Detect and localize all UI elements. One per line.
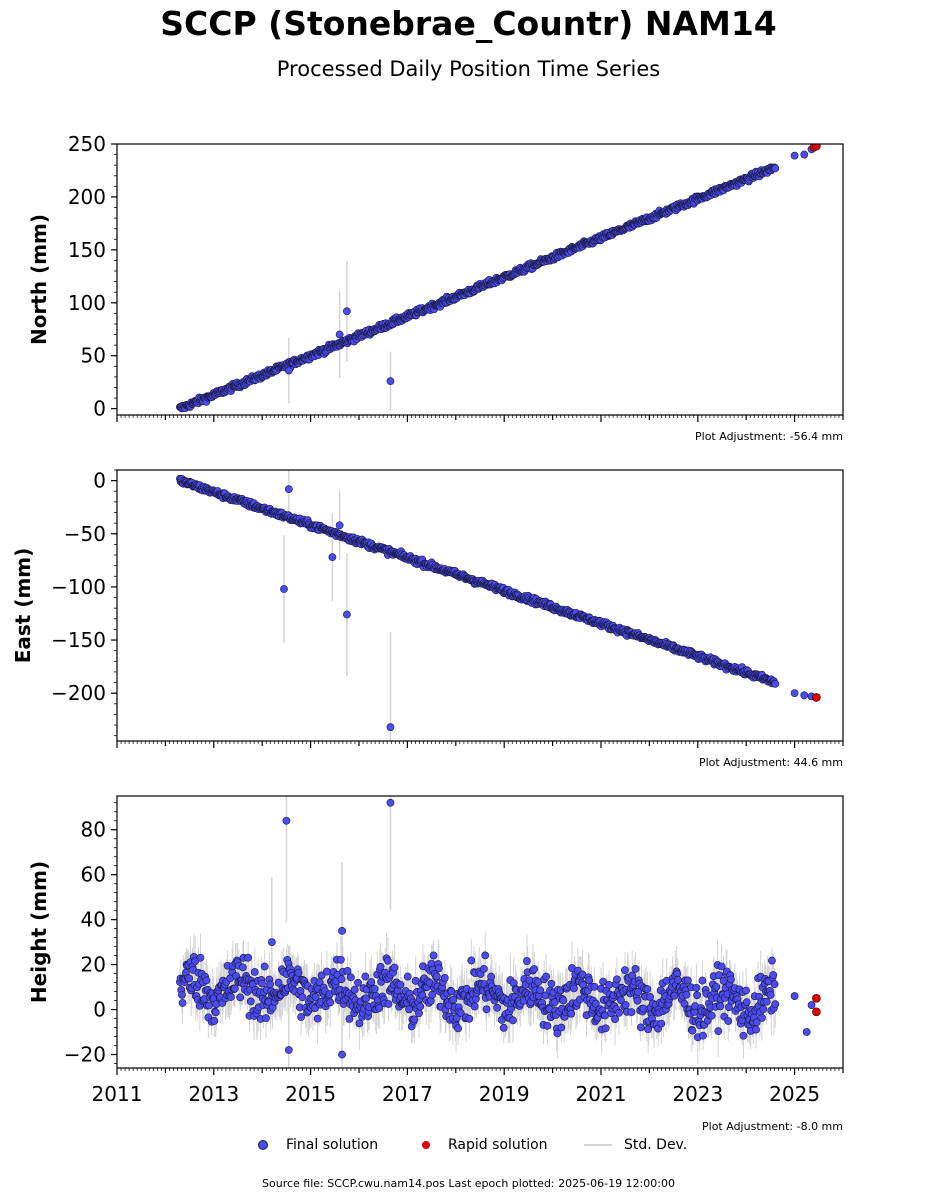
y-axis-label: North (mm): [27, 214, 51, 345]
rapid-solution-points: [809, 144, 821, 152]
plot-adjustment-note: Plot Adjustment: 44.6 mm: [699, 756, 843, 769]
y-tick-label: −200: [51, 681, 106, 705]
final-solution-point: [178, 990, 186, 999]
final-solution-point: [386, 723, 395, 732]
rapid-solution-point: [812, 144, 821, 151]
plot-area-3: [176, 796, 821, 1068]
y-tick-label: 250: [68, 132, 106, 156]
panel-1: 0 50 100 150 200 250 North (mm) Plot Adjustment…: [27, 132, 844, 443]
y-tick-label: −50: [64, 522, 106, 546]
std-dev-bars: [179, 796, 776, 1068]
final-solution-point: [335, 521, 344, 530]
chart-subtitle: Processed Daily Position Time Series: [276, 57, 661, 81]
final-solution-point: [771, 164, 780, 173]
std-dev-bars: [179, 470, 776, 741]
final-solution-point: [342, 610, 351, 619]
final-solution-point: [790, 689, 799, 698]
final-solution-points: [176, 798, 816, 1059]
final-solution-point: [280, 585, 288, 593]
final-solution-point: [386, 377, 395, 386]
y-tick-label: −100: [51, 575, 106, 599]
final-solution-point: [800, 691, 809, 700]
final-solution-point: [335, 330, 344, 339]
rapid-solution-points: [812, 693, 821, 702]
plot-adjustment-note: Plot Adjustment: -56.4 mm: [695, 430, 843, 443]
final-solution-point: [284, 485, 293, 494]
panel-2: 0 −50 −100 −150 −200 East (mm) Plot Adjustment…: [11, 469, 844, 769]
y-tick-label: 0: [93, 397, 106, 421]
final-solution-points: [176, 474, 816, 732]
y-tick-label: 50: [81, 344, 106, 368]
y-tick-label: −150: [51, 628, 106, 652]
final-solution-point: [790, 151, 799, 160]
y-tick-label: 200: [68, 185, 106, 209]
final-solution-point: [178, 999, 187, 1007]
final-solution-point: [328, 553, 337, 562]
chart-title: SCCP (Stonebrae_Countr) NAM14: [160, 4, 777, 43]
y-tick-label: 0: [93, 469, 106, 493]
plot-area-1: [176, 144, 821, 413]
y-tick-label: 150: [68, 238, 106, 262]
y-tick-label: 100: [68, 291, 106, 315]
plot-frame: [116, 469, 844, 742]
rapid-solution-point: [812, 693, 821, 702]
plot-area-2: [176, 470, 821, 741]
final-solution-point: [800, 150, 809, 159]
final-solution-point: [284, 366, 293, 375]
final-solution-point: [771, 679, 780, 688]
y-axis-label: East (mm): [11, 548, 35, 664]
final-solution-point: [342, 307, 351, 316]
final-solution-points: [176, 145, 816, 413]
